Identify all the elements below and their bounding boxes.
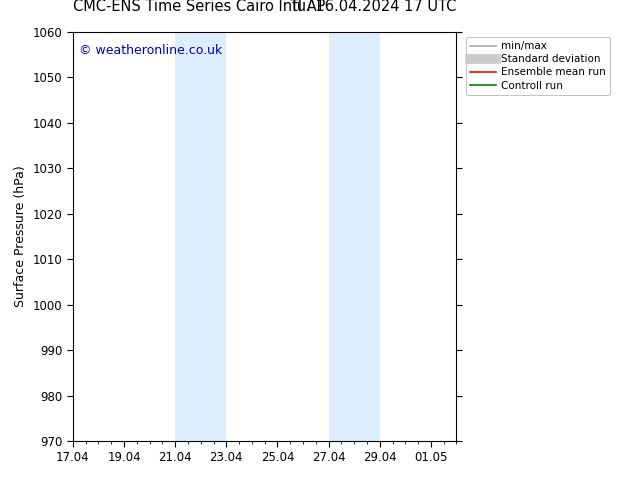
Text: Tu. 16.04.2024 17 UTC: Tu. 16.04.2024 17 UTC — [290, 0, 456, 14]
Y-axis label: Surface Pressure (hPa): Surface Pressure (hPa) — [14, 166, 27, 307]
Bar — [328, 32, 380, 441]
Text: © weatheronline.co.uk: © weatheronline.co.uk — [79, 44, 222, 57]
Legend: min/max, Standard deviation, Ensemble mean run, Controll run: min/max, Standard deviation, Ensemble me… — [465, 37, 610, 95]
Text: CMC-ENS Time Series Cairo Intl AP: CMC-ENS Time Series Cairo Intl AP — [73, 0, 325, 14]
Bar — [175, 32, 226, 441]
